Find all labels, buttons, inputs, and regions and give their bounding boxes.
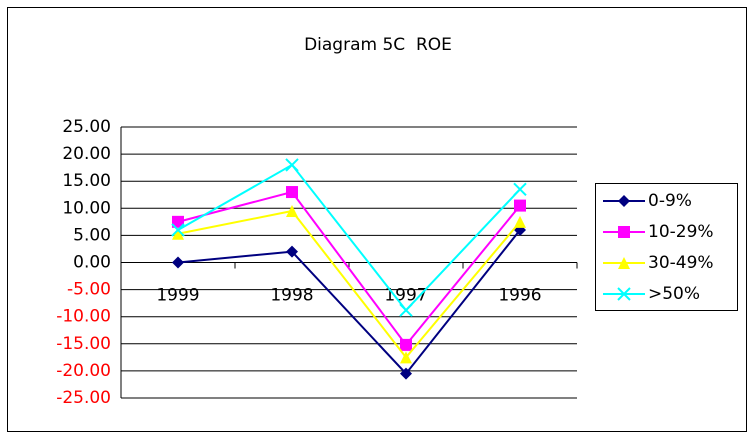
marker <box>513 182 527 197</box>
marker <box>514 199 526 212</box>
y-tick-label: 5.00 <box>73 225 111 245</box>
x-tick-label: 1999 <box>156 286 199 306</box>
y-tick-label: -25.00 <box>56 388 111 408</box>
marker <box>286 205 298 218</box>
series-line <box>177 190 521 347</box>
x-tick-label: 1997 <box>384 286 427 306</box>
marker <box>172 215 184 228</box>
legend-marker <box>618 257 630 269</box>
legend-marker <box>618 226 630 238</box>
marker <box>399 303 413 317</box>
marker <box>171 223 185 237</box>
y-tick-label: -20.00 <box>56 361 111 381</box>
legend-label: 30-49% <box>648 253 714 273</box>
series-line <box>177 229 521 376</box>
x-tick-label: 1996 <box>498 286 541 306</box>
legend-marker <box>617 287 631 301</box>
marker <box>172 256 184 269</box>
y-tick-label: -15.00 <box>56 334 111 354</box>
x-tick-label: 1998 <box>270 286 313 306</box>
marker <box>286 186 298 199</box>
legend-label: 0-9% <box>648 191 692 211</box>
y-tick-label: 25.00 <box>62 117 111 137</box>
y-tick-label: 10.00 <box>62 198 111 218</box>
legend-label: 10-29% <box>648 222 714 242</box>
series-line <box>177 163 521 312</box>
marker <box>286 245 298 258</box>
marker <box>400 338 412 351</box>
y-tick-label: 20.00 <box>62 144 111 164</box>
series-line <box>177 209 521 359</box>
legend-label: >50% <box>648 284 700 304</box>
chart-title: Diagram 5C ROE <box>304 35 452 55</box>
marker <box>172 227 184 240</box>
legend-marker <box>618 195 630 207</box>
y-tick-label: 15.00 <box>62 171 111 191</box>
marker <box>400 351 412 364</box>
y-tick-label: 0.00 <box>73 253 111 273</box>
marker <box>285 158 299 172</box>
marker <box>514 215 526 228</box>
y-tick-label: -5.00 <box>67 280 111 300</box>
marker <box>400 367 412 380</box>
y-tick-label: -10.00 <box>56 307 111 327</box>
